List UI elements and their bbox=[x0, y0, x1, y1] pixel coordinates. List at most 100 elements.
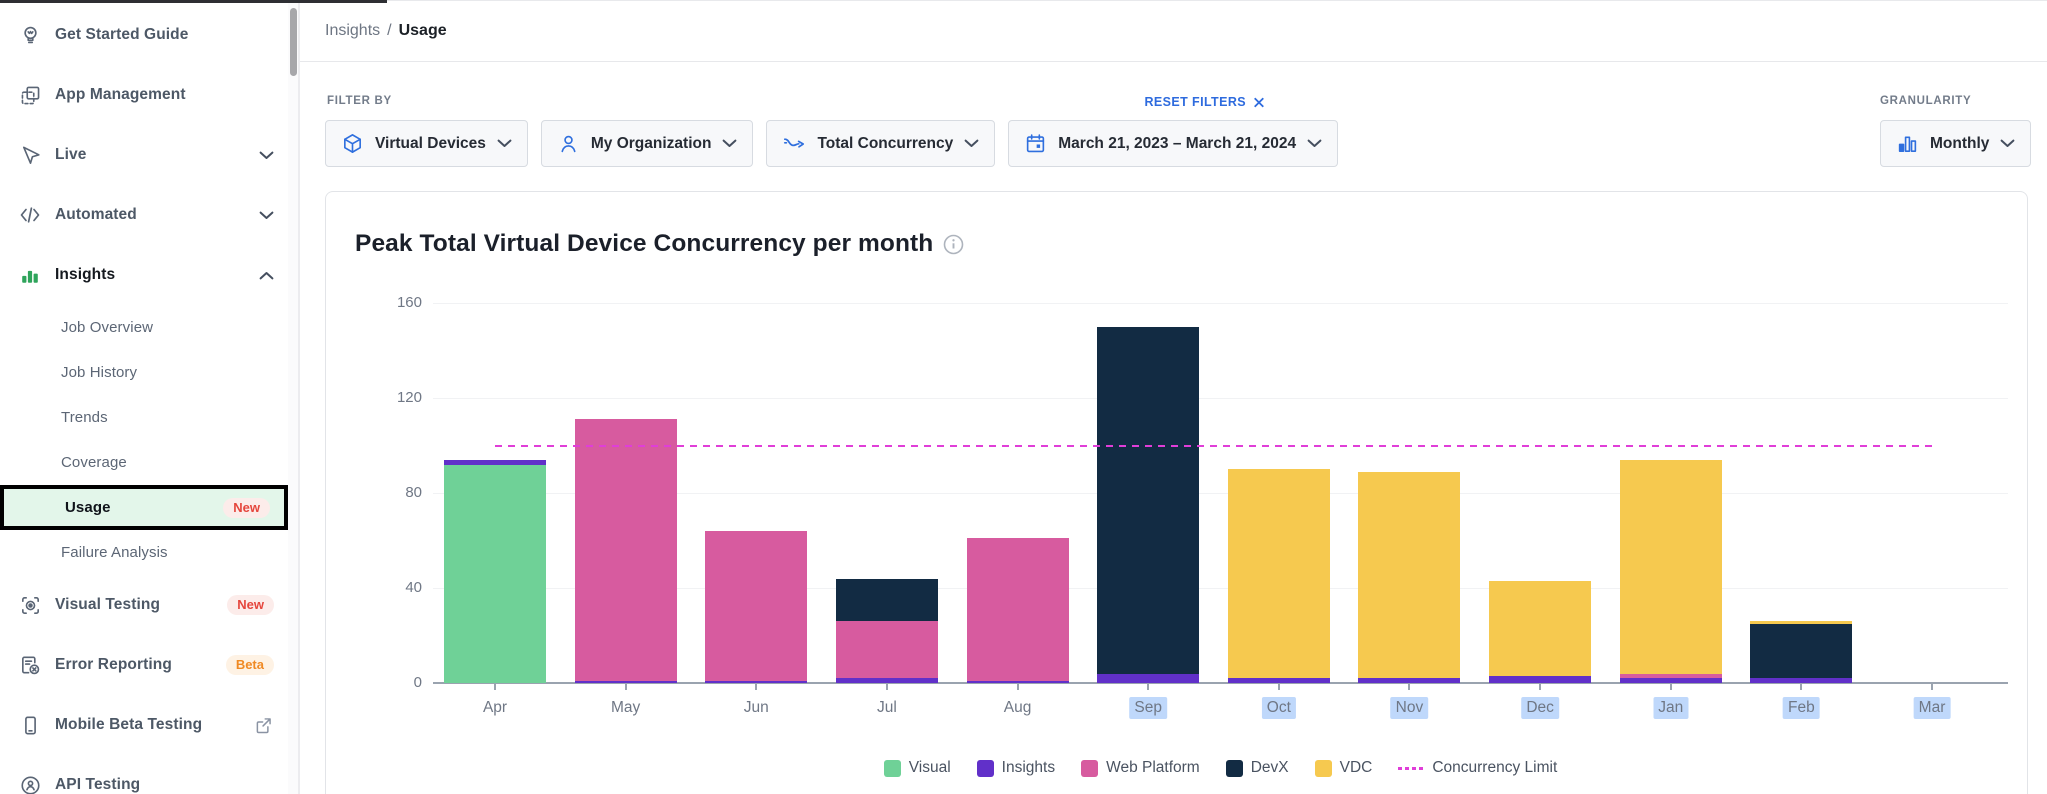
bar-segment-web-platform-jun[interactable] bbox=[705, 531, 808, 681]
filter-chip-label: Virtual Devices bbox=[375, 134, 486, 152]
legend-item-insights[interactable]: Insights bbox=[976, 759, 1055, 777]
legend-item-visual[interactable]: Visual bbox=[883, 759, 951, 777]
sidebar-item-api-testing[interactable]: API Testing bbox=[0, 755, 288, 794]
bar-segment-insights-oct[interactable] bbox=[1227, 678, 1330, 683]
external-link-icon bbox=[253, 715, 274, 736]
chevron-down-icon bbox=[259, 151, 274, 160]
bar-segment-web-platform-jul[interactable] bbox=[835, 621, 938, 679]
top-accent-line bbox=[0, 0, 387, 3]
filter-chip-total-concurrency[interactable]: Total Concurrency bbox=[766, 120, 996, 167]
breadcrumb-current-page: Usage bbox=[398, 22, 447, 39]
sidebar-item-live[interactable]: Live bbox=[0, 125, 288, 185]
cube-icon bbox=[341, 132, 364, 155]
legend-item-devx[interactable]: DevX bbox=[1225, 759, 1289, 777]
filter-chip-row: Virtual Devices My Organization Total Conc… bbox=[325, 120, 1339, 167]
bar-segment-insights-nov[interactable] bbox=[1358, 678, 1461, 683]
bar-segment-vdc-jan[interactable] bbox=[1619, 459, 1722, 674]
bar-segment-vdc-oct[interactable] bbox=[1227, 469, 1330, 679]
sidebar-item-label: Get Started Guide bbox=[55, 26, 189, 43]
legend-swatch-icon bbox=[976, 759, 994, 777]
sidebar-scrollbar-track bbox=[288, 0, 299, 794]
sidebar-item-mobile-beta-testing[interactable]: Mobile Beta Testing bbox=[0, 695, 288, 755]
legend-item-concurrency-limit[interactable]: Concurrency Limit bbox=[1398, 759, 1557, 777]
lightbulb-icon bbox=[18, 23, 42, 47]
sidebar-item-label: Coverage bbox=[61, 454, 127, 471]
bar-segment-insights-jun[interactable] bbox=[705, 680, 808, 683]
chevron-down-icon bbox=[1307, 139, 1322, 148]
sidebar-scrollbar-thumb[interactable] bbox=[290, 8, 297, 76]
sidebar-item-failure-analysis[interactable]: Failure Analysis bbox=[0, 530, 288, 575]
legend-label: Concurrency Limit bbox=[1432, 759, 1558, 776]
filter-chip-label: Total Concurrency bbox=[817, 134, 954, 152]
reset-filters-button[interactable]: RESET FILTERS bbox=[1144, 95, 1264, 109]
filter-chip-my-organization[interactable]: My Organization bbox=[540, 120, 754, 167]
sidebar-item-job-history[interactable]: Job History bbox=[0, 350, 288, 395]
sidebar-item-visual-testing[interactable]: Visual Testing New bbox=[0, 575, 288, 635]
bar-segment-insights-feb[interactable] bbox=[1750, 678, 1853, 683]
apps-icon bbox=[18, 83, 42, 107]
sidebar-item-get-started-guide[interactable]: Get Started Guide bbox=[0, 5, 288, 65]
breadcrumb-divider bbox=[300, 61, 2047, 62]
bar-segment-vdc-nov[interactable] bbox=[1358, 471, 1461, 679]
sidebar-item-label: Usage bbox=[65, 499, 111, 516]
filter-chip-granularity[interactable]: Monthly bbox=[1880, 120, 2032, 167]
legend-label: DevX bbox=[1250, 759, 1289, 776]
chevron-down-icon bbox=[259, 211, 274, 220]
filter-chip-virtual-devices[interactable]: Virtual Devices bbox=[325, 120, 528, 167]
bar-segment-insights-jul[interactable] bbox=[835, 678, 938, 683]
sidebar-item-usage[interactable]: Usage New bbox=[0, 485, 288, 530]
info-icon[interactable] bbox=[943, 234, 964, 255]
bar-segment-devx-feb[interactable] bbox=[1750, 623, 1853, 679]
sidebar-item-label: Mobile Beta Testing bbox=[55, 716, 203, 733]
bar-segment-vdc-dec[interactable] bbox=[1489, 580, 1592, 676]
breadcrumb: Insights / Usage bbox=[325, 1, 447, 61]
bar-segment-devx-sep[interactable] bbox=[1097, 326, 1200, 674]
filter-chip-label: March 21, 2023 – March 21, 2024 bbox=[1058, 134, 1297, 152]
breadcrumb-separator: / bbox=[387, 22, 392, 39]
sidebar-item-job-overview[interactable]: Job Overview bbox=[0, 305, 288, 350]
filter-chip-date-range[interactable]: March 21, 2023 – March 21, 2024 bbox=[1008, 120, 1339, 167]
filter-chip-label: Monthly bbox=[1930, 134, 1990, 152]
bar-segment-insights-may[interactable] bbox=[574, 680, 677, 683]
chevron-down-icon bbox=[2000, 139, 2015, 148]
chevron-down-icon bbox=[722, 139, 737, 148]
legend-swatch-icon bbox=[1314, 759, 1332, 777]
bar-chart-icon bbox=[18, 263, 42, 287]
sidebar: Get Started Guide App Management Live Autom… bbox=[0, 0, 288, 794]
bar-segment-insights-apr[interactable] bbox=[444, 459, 546, 465]
bar-segment-web-platform-may[interactable] bbox=[574, 419, 677, 681]
bar-segment-insights-jan[interactable] bbox=[1619, 678, 1722, 683]
granularity-label: GRANULARITY bbox=[1880, 95, 1972, 107]
chevron-down-icon bbox=[497, 139, 512, 148]
sidebar-item-trends[interactable]: Trends bbox=[0, 395, 288, 440]
legend-label: Visual bbox=[908, 759, 951, 776]
close-icon bbox=[1253, 97, 1264, 107]
bar-segment-visual-apr[interactable] bbox=[444, 464, 546, 683]
bar-segment-vdc-feb[interactable] bbox=[1750, 621, 1853, 624]
granularity-dropdown-wrap: Monthly bbox=[1880, 120, 2032, 167]
legend-item-web-platform[interactable]: Web Platform bbox=[1081, 759, 1200, 777]
bar-segment-insights-aug[interactable] bbox=[966, 680, 1069, 683]
bar-segment-devx-jul[interactable] bbox=[835, 578, 938, 622]
sidebar-item-insights[interactable]: Insights bbox=[0, 245, 288, 305]
chart-title: Peak Total Virtual Device Concurrency pe… bbox=[355, 230, 934, 257]
legend-item-vdc[interactable]: VDC bbox=[1314, 759, 1372, 777]
trend-icon bbox=[782, 132, 806, 156]
sidebar-item-automated[interactable]: Automated bbox=[0, 185, 288, 245]
calendar-icon bbox=[1024, 132, 1047, 155]
chevron-up-icon bbox=[259, 271, 274, 280]
breadcrumb-section[interactable]: Insights bbox=[325, 22, 381, 39]
dashed-line-icon bbox=[1398, 766, 1425, 770]
person-icon bbox=[557, 132, 580, 155]
sidebar-item-label: Error Reporting bbox=[55, 656, 172, 673]
sidebar-item-label: Trends bbox=[61, 409, 108, 426]
bar-segment-insights-sep[interactable] bbox=[1097, 673, 1200, 683]
bar-segment-web-platform-aug[interactable] bbox=[966, 538, 1069, 681]
bar-segment-web-platform-jan[interactable] bbox=[1619, 673, 1722, 679]
bar-segment-insights-dec[interactable] bbox=[1489, 675, 1592, 683]
sidebar-item-coverage[interactable]: Coverage bbox=[0, 440, 288, 485]
sidebar-item-app-management[interactable]: App Management bbox=[0, 65, 288, 125]
api-icon bbox=[18, 773, 42, 794]
sidebar-item-error-reporting[interactable]: Error Reporting Beta bbox=[0, 635, 288, 695]
